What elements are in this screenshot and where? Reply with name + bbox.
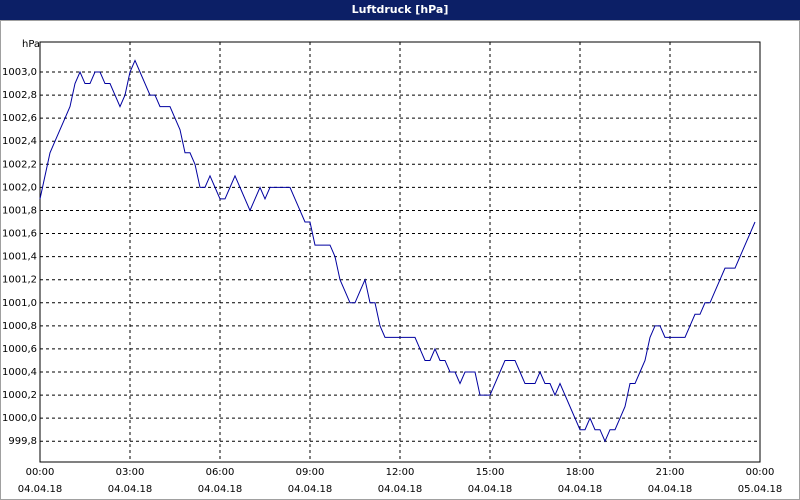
x-tick-label: 04.04.18 [378,484,423,495]
x-tick-label: 06:00 [206,467,235,478]
x-tick-label: 04.04.18 [288,484,333,495]
y-tick-label: 1000,8 [2,321,37,332]
x-tick-label: 04.04.18 [468,484,513,495]
x-tick-label: 00:00 [26,467,55,478]
x-tick-label: 03:00 [116,467,145,478]
y-tick-label: 1002,8 [2,90,37,101]
x-tick-label: 00:00 [746,467,775,478]
y-tick-label: 1001,2 [2,275,37,286]
x-tick-label: 12:00 [386,467,415,478]
x-tick-label: 04.04.18 [108,484,153,495]
y-tick-label: 1002,2 [2,159,37,170]
title-bar [0,0,800,20]
x-tick-label: 04.04.18 [648,484,693,495]
y-tick-label: 1000,6 [2,344,37,355]
y-tick-label: 1001,4 [2,252,37,263]
x-tick-label: 04.04.18 [18,484,63,495]
y-tick-label: 1001,8 [2,205,37,216]
y-tick-label: 1003,0 [2,67,37,78]
x-tick-label: 04.04.18 [558,484,603,495]
y-tick-label: 1000,2 [2,390,37,401]
y-tick-label: 1002,0 [2,182,37,193]
x-tick-label: 15:00 [476,467,505,478]
y-tick-label: 1000,0 [2,413,37,424]
y-axis-label: hPa [22,39,40,50]
x-tick-label: 09:00 [296,467,325,478]
y-tick-label: 999,8 [8,436,37,447]
y-tick-label: 1001,0 [2,298,37,309]
x-tick-label: 18:00 [566,467,595,478]
y-tick-label: 1002,4 [2,136,37,147]
x-tick-label: 21:00 [656,467,685,478]
line [39,59,756,443]
x-tick-label: 05.04.18 [738,484,783,495]
y-tick-label: 1000,4 [2,367,37,378]
x-tick-label: 04.04.18 [198,484,243,495]
y-tick-label: 1002,6 [2,113,37,124]
y-tick-label: 1001,6 [2,229,37,240]
chart-title: Luftdruck [hPa] [352,3,449,16]
